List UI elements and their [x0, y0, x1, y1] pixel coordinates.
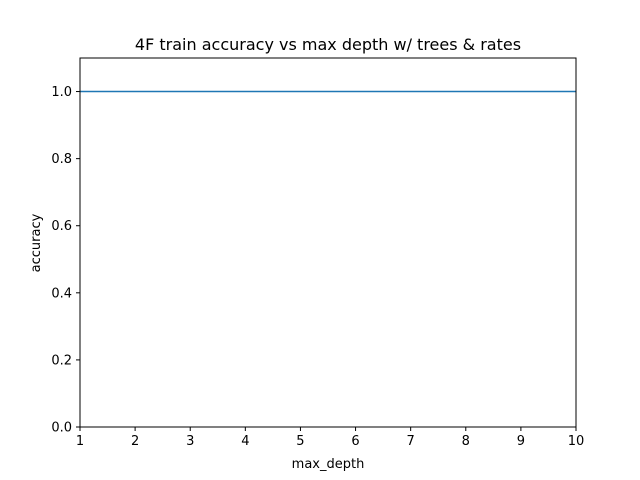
y-axis-label: accuracy — [29, 213, 44, 272]
x-tick-label-6: 6 — [351, 434, 359, 449]
chart-title: 4F train accuracy vs max depth w/ trees … — [135, 35, 521, 54]
x-tick-label-2: 2 — [131, 434, 139, 449]
y-tick-label-0.4: 0.4 — [51, 286, 72, 301]
x-tick-label-1: 1 — [76, 434, 84, 449]
x-tick-label-5: 5 — [296, 434, 304, 449]
axes-frame — [79, 57, 577, 428]
x-tick-label-3: 3 — [186, 434, 194, 449]
y-tick-label-0.2: 0.2 — [51, 353, 72, 368]
y-tick-label-0.0: 0.0 — [51, 421, 72, 436]
x-tick-label-10: 10 — [568, 434, 585, 449]
y-tick-label-0.8: 0.8 — [51, 152, 72, 167]
x-tick-label-7: 7 — [407, 434, 415, 449]
x-tick-label-8: 8 — [462, 434, 470, 449]
x-axis-label: max_depth — [292, 457, 365, 472]
x-tick-label-9: 9 — [517, 434, 525, 449]
x-tick-label-4: 4 — [241, 434, 249, 449]
y-tick-label-0.6: 0.6 — [51, 219, 72, 234]
y-tick-label-1.0: 1.0 — [51, 85, 72, 100]
plot-area: 1 2 3 4 5 6 7 8 9 10 0.0 0.2 0.4 0.6 0.8 1.0 — [51, 57, 585, 449]
